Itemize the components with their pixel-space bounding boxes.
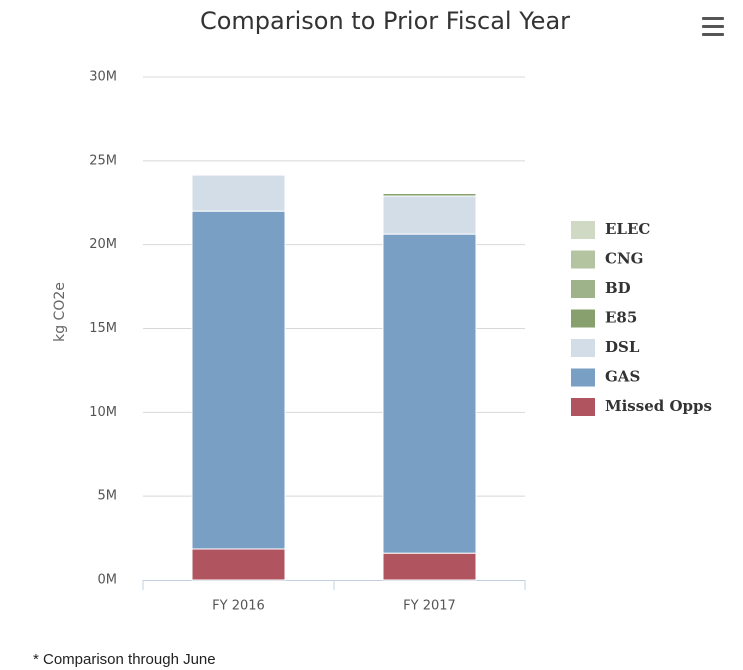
legend-swatch [571, 368, 595, 387]
legend-label: BD [605, 279, 631, 297]
menu-button[interactable] [702, 17, 724, 36]
chart-title: Comparison to Prior Fiscal Year [200, 7, 570, 35]
y-tick-label: 0M [98, 573, 118, 588]
legend-label: Missed Opps [605, 397, 712, 415]
legend-swatch [571, 339, 595, 357]
y-tick-label: 20M [89, 237, 117, 252]
bar-segment [382, 552, 477, 581]
legend-swatch [571, 280, 595, 298]
legend-swatch [571, 221, 595, 239]
menu-bar[interactable] [702, 33, 724, 36]
y-tick-label: 10M [89, 405, 117, 420]
menu-bar[interactable] [702, 25, 724, 28]
bar-segment [382, 195, 477, 235]
y-axis-label: kg CO2e [52, 282, 68, 342]
y-tick-label: 30M [89, 70, 117, 85]
bar-segment [382, 193, 477, 197]
y-tick-label: 25M [89, 153, 117, 168]
legend-label: CNG [605, 250, 643, 268]
legend-swatch [571, 398, 595, 416]
bar-segment [191, 174, 286, 212]
x-tick-label: FY 2017 [403, 599, 456, 614]
footnote: * Comparison through June [33, 651, 216, 668]
y-tick-label: 5M [98, 489, 118, 504]
menu-bar[interactable] [702, 17, 724, 20]
legend-swatch [571, 250, 595, 269]
legend-label: GAS [605, 368, 640, 386]
legend-label: DSL [605, 338, 640, 356]
x-tick-label: FY 2016 [212, 599, 265, 614]
legend-label: ELEC [605, 220, 650, 238]
bar-segment [191, 548, 286, 581]
legend-swatch [571, 309, 595, 328]
bar-segment [191, 210, 286, 550]
legend-label: E85 [605, 309, 637, 327]
y-tick-label: 15M [89, 321, 117, 336]
bar-segment [382, 233, 477, 554]
